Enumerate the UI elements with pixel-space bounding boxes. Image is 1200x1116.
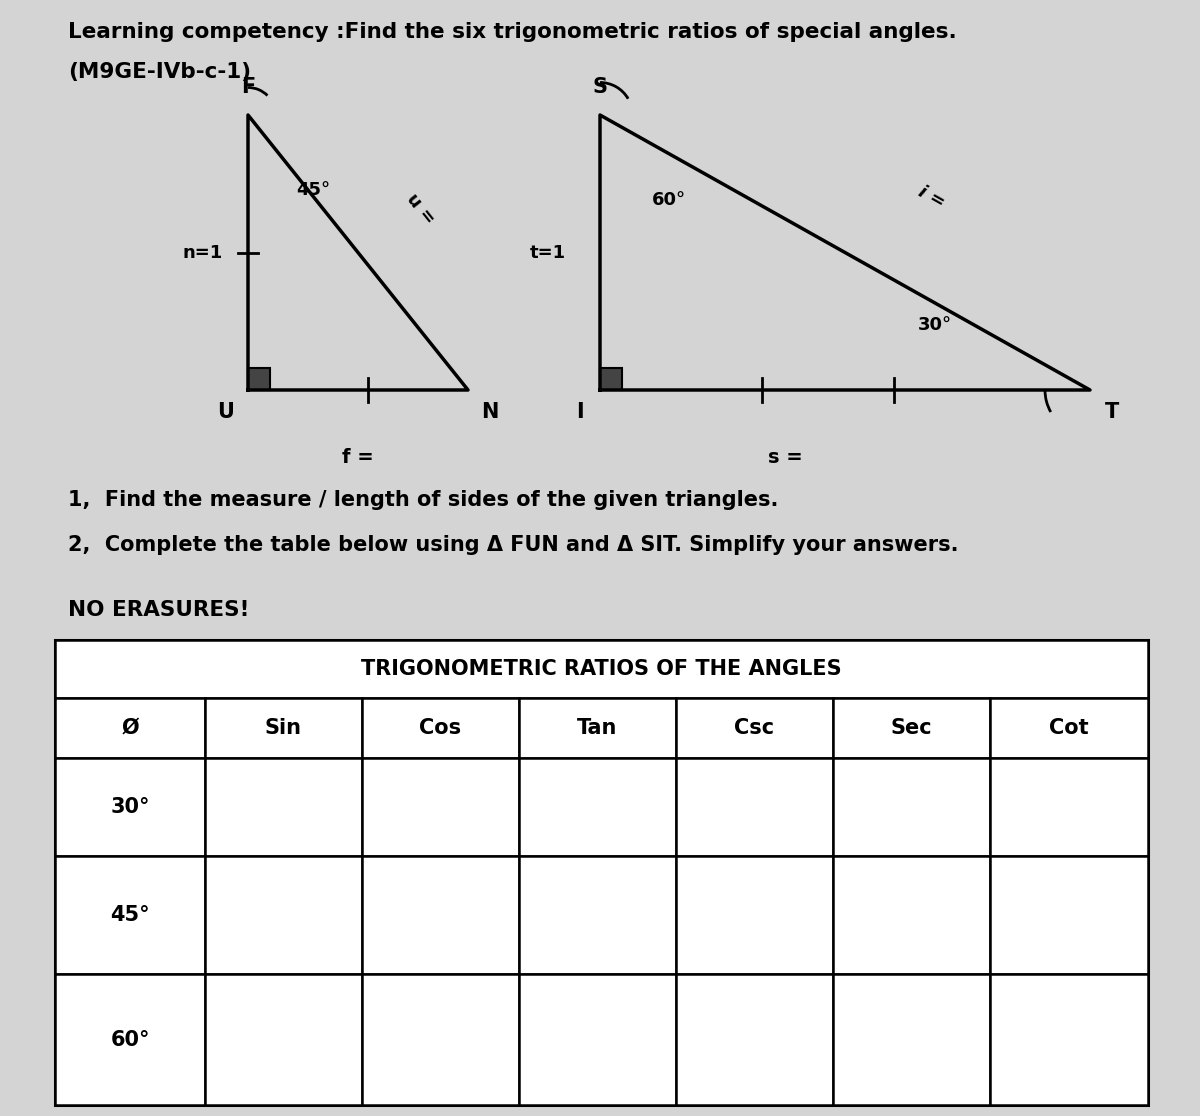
Text: N: N [481, 402, 499, 422]
Text: F: F [241, 77, 256, 97]
Bar [600, 368, 622, 389]
Text: 30°: 30° [110, 797, 150, 817]
Text: T: T [1105, 402, 1120, 422]
Text: NO ERASURES!: NO ERASURES! [68, 600, 250, 620]
Bar [520, 698, 676, 758]
Bar [55, 639, 1148, 1105]
Text: 60°: 60° [652, 191, 686, 209]
Text: Cos: Cos [420, 718, 462, 738]
Text: s =: s = [768, 448, 803, 466]
Bar [833, 974, 990, 1105]
Bar [205, 698, 362, 758]
Bar [362, 856, 520, 974]
Bar [362, 974, 520, 1105]
Bar [362, 698, 520, 758]
Bar [520, 974, 676, 1105]
Bar [205, 974, 362, 1105]
Text: 1,  Find the measure / length of sides of the given triangles.: 1, Find the measure / length of sides of… [68, 490, 779, 510]
Text: Tan: Tan [577, 718, 618, 738]
Bar [55, 698, 205, 758]
Text: n=1: n=1 [182, 243, 223, 261]
Text: t=1: t=1 [530, 243, 566, 261]
Bar [676, 974, 833, 1105]
Text: Sec: Sec [890, 718, 932, 738]
Bar [676, 856, 833, 974]
Bar [990, 758, 1148, 856]
Bar [990, 698, 1148, 758]
Bar [55, 856, 205, 974]
Bar [55, 639, 1148, 698]
Bar [55, 974, 205, 1105]
Bar [362, 758, 520, 856]
Bar [205, 758, 362, 856]
Bar [833, 758, 990, 856]
Text: Sin: Sin [265, 718, 302, 738]
Bar [833, 698, 990, 758]
Text: Learning competency :Find the six trigonometric ratios of special angles.: Learning competency :Find the six trigon… [68, 22, 956, 42]
Text: 30°: 30° [918, 316, 952, 334]
Text: Ø: Ø [121, 718, 139, 738]
Bar [676, 698, 833, 758]
Bar [990, 856, 1148, 974]
Text: TRIGONOMETRIC RATIOS OF THE ANGLES: TRIGONOMETRIC RATIOS OF THE ANGLES [361, 660, 842, 679]
Bar [676, 758, 833, 856]
Bar [833, 856, 990, 974]
Bar [520, 758, 676, 856]
Text: U: U [217, 402, 234, 422]
Text: (M9GE-IVb-c-1): (M9GE-IVb-c-1) [68, 62, 251, 81]
Bar [55, 758, 205, 856]
Text: I: I [576, 402, 584, 422]
Text: 2,  Complete the table below using Δ FUN and Δ SIT. Simplify your answers.: 2, Complete the table below using Δ FUN … [68, 535, 959, 555]
Text: 45°: 45° [296, 181, 330, 199]
Text: S: S [593, 77, 607, 97]
Text: 60°: 60° [110, 1029, 150, 1049]
Text: Csc: Csc [734, 718, 774, 738]
Text: u =: u = [403, 191, 438, 229]
Text: Cot: Cot [1049, 718, 1088, 738]
Text: i =: i = [916, 183, 948, 212]
Bar [248, 368, 270, 389]
Bar [205, 856, 362, 974]
Text: f =: f = [342, 448, 374, 466]
Bar [990, 974, 1148, 1105]
Bar [520, 856, 676, 974]
Text: 45°: 45° [110, 905, 150, 925]
